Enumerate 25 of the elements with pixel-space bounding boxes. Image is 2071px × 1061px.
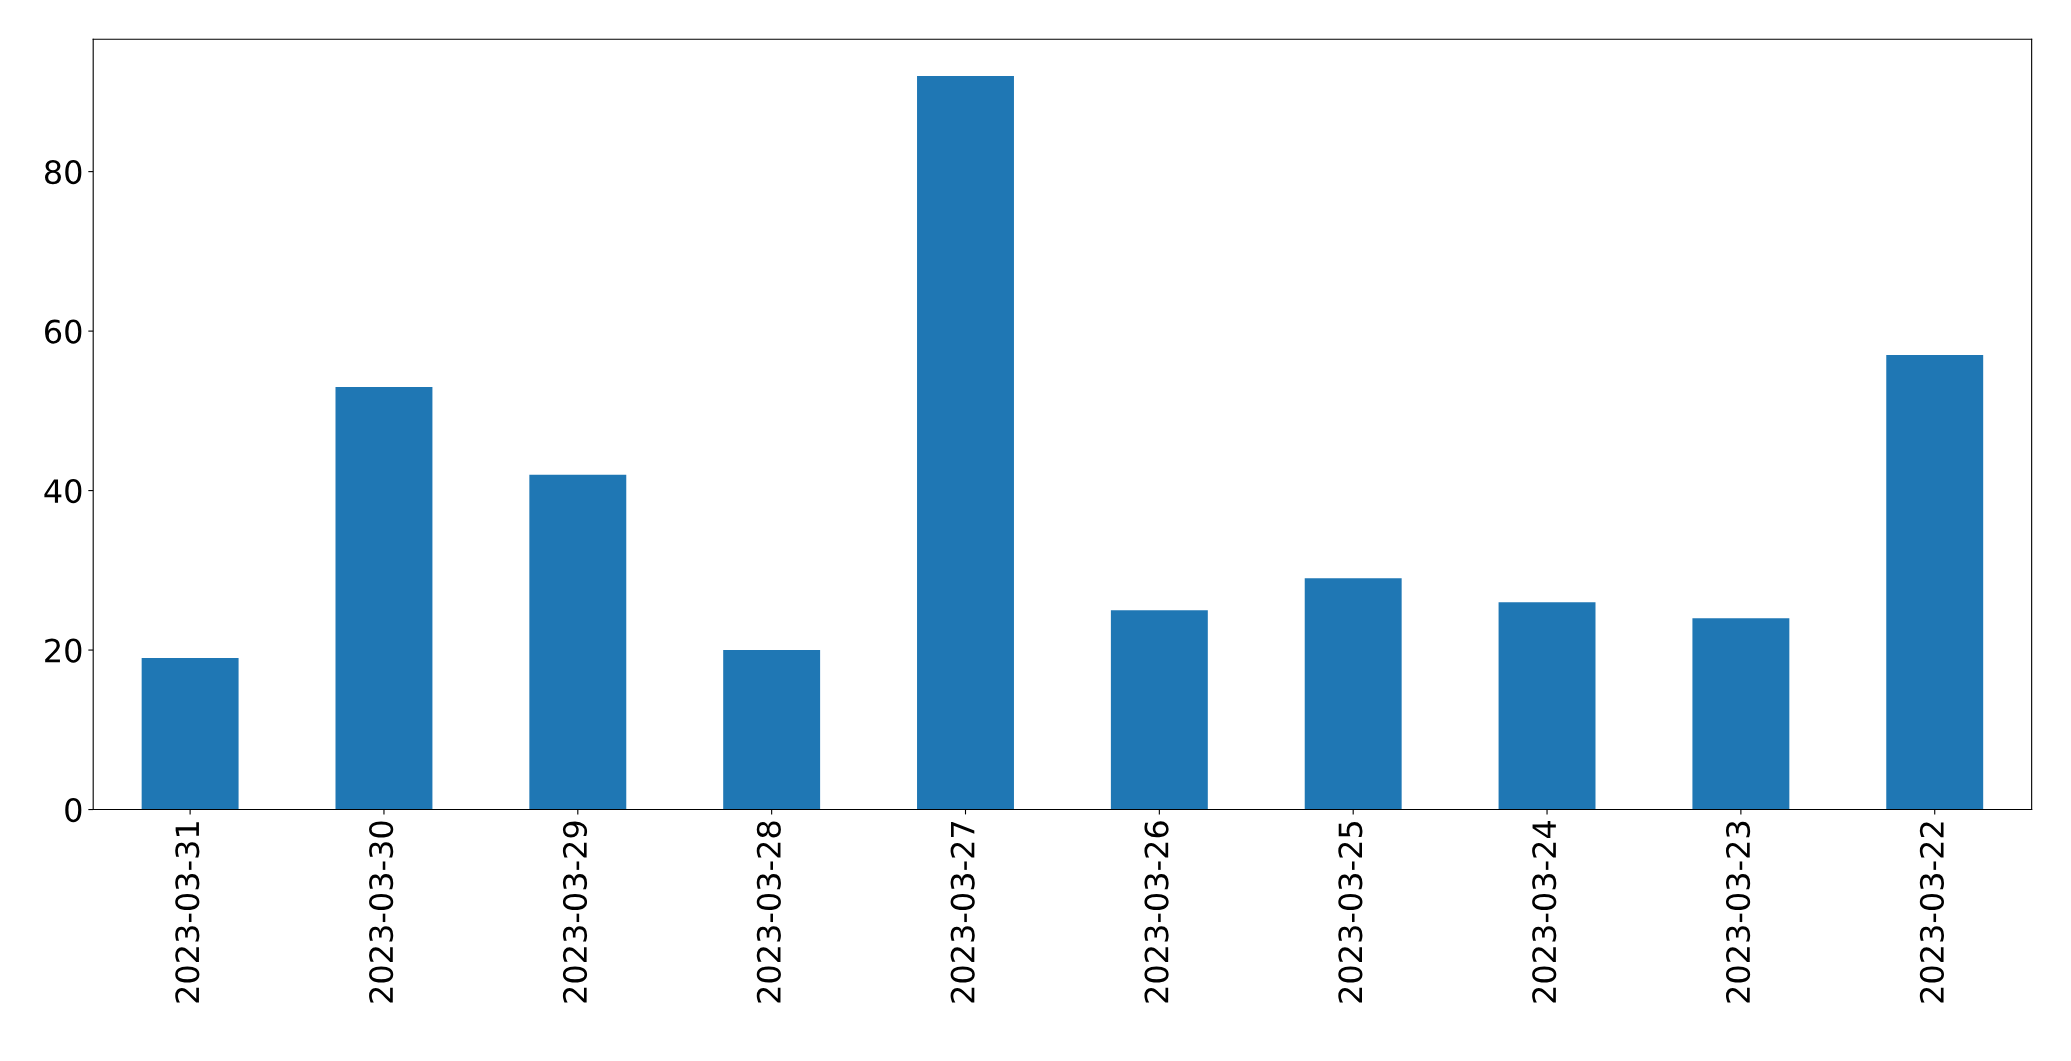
x-tick-label: 2023-03-28 xyxy=(756,821,781,1003)
x-tick-label: 2023-03-27 xyxy=(950,822,975,1003)
bar xyxy=(1886,355,1984,810)
x-tick-label: 2023-03-26 xyxy=(1144,821,1169,1003)
x-tick-label: 2023-03-30 xyxy=(369,821,394,1003)
x-tick-label: 2023-03-31 xyxy=(175,822,200,1003)
bar xyxy=(1498,602,1596,810)
bar xyxy=(723,650,821,810)
y-tick-label: 0 xyxy=(65,797,82,823)
x-tick-label: 2023-03-25 xyxy=(1338,822,1363,1003)
y-tick-label: 80 xyxy=(44,160,82,185)
x-tick-label: 2023-03-29 xyxy=(562,821,588,1003)
bar xyxy=(1110,610,1208,810)
bar xyxy=(1304,578,1402,810)
bar xyxy=(141,658,239,810)
bar xyxy=(529,474,627,810)
bar xyxy=(1692,618,1790,810)
x-tick-label: 2023-03-22 xyxy=(1919,822,1944,1003)
bar xyxy=(917,75,1014,810)
x-tick-label: 2023-03-24 xyxy=(1532,821,1557,1003)
bar xyxy=(335,386,433,810)
y-tick-label: 20 xyxy=(45,638,82,663)
y-tick-label: 60 xyxy=(45,319,82,344)
y-tick-label: 40 xyxy=(44,479,82,504)
x-tick-label: 2023-03-23 xyxy=(1725,821,1751,1003)
